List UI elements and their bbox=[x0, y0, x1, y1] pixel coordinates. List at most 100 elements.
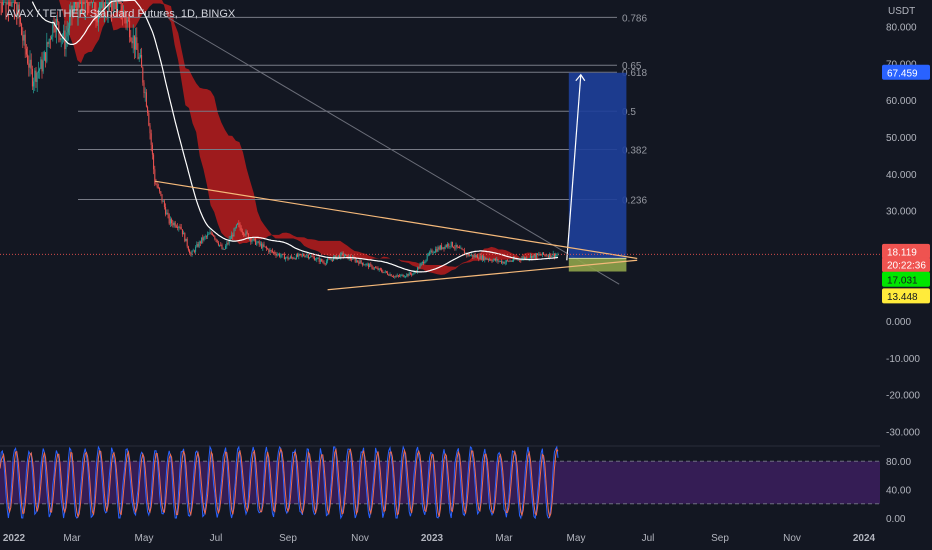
candle bbox=[24, 34, 26, 49]
candle bbox=[449, 246, 451, 247]
candle bbox=[72, 5, 74, 14]
candle bbox=[79, 2, 81, 4]
candle bbox=[288, 258, 290, 260]
candle bbox=[412, 273, 414, 275]
candle bbox=[431, 250, 433, 253]
candle bbox=[331, 259, 333, 261]
candle bbox=[9, 2, 11, 7]
time-tick-8: May bbox=[567, 533, 586, 544]
candle bbox=[96, 16, 98, 23]
candle bbox=[387, 272, 389, 275]
candle bbox=[507, 260, 509, 262]
candle bbox=[323, 261, 325, 264]
candle bbox=[18, 4, 20, 18]
candle bbox=[268, 249, 270, 253]
candle bbox=[142, 67, 144, 83]
upper-trendline[interactable] bbox=[154, 180, 638, 260]
candle bbox=[163, 201, 165, 207]
candle bbox=[459, 247, 461, 249]
candle bbox=[301, 254, 303, 256]
candle bbox=[394, 276, 396, 278]
price-tick-4: 40.000 bbox=[886, 170, 917, 181]
candle bbox=[499, 260, 501, 262]
candle bbox=[160, 191, 162, 195]
candle bbox=[419, 264, 421, 269]
candle bbox=[77, 2, 79, 26]
time-axis[interactable]: 2022 Mar May Jul Sep Nov 2023 Mar May Jul Sep Nov 20… bbox=[0, 526, 932, 550]
candle bbox=[157, 187, 159, 189]
target-arrow-head bbox=[575, 73, 586, 82]
candle bbox=[46, 42, 48, 62]
candle bbox=[543, 252, 545, 255]
candle bbox=[286, 256, 288, 258]
candle bbox=[342, 252, 344, 257]
time-tick-0: 2022 bbox=[3, 533, 26, 544]
candle bbox=[41, 59, 43, 72]
candle bbox=[47, 42, 49, 44]
candle bbox=[244, 234, 246, 236]
candle bbox=[385, 271, 387, 273]
candle bbox=[0, 2, 1, 3]
candle bbox=[376, 267, 378, 269]
price-label-1: 18.119 bbox=[887, 247, 917, 258]
candle bbox=[544, 254, 546, 256]
candle bbox=[117, 2, 119, 13]
candle bbox=[243, 232, 245, 235]
candle bbox=[292, 257, 294, 259]
candle bbox=[165, 206, 167, 215]
candle bbox=[309, 257, 311, 259]
candle bbox=[310, 256, 312, 258]
candle bbox=[227, 243, 229, 244]
time-tick-2: May bbox=[135, 533, 154, 544]
candle bbox=[169, 219, 171, 224]
candle bbox=[37, 70, 39, 73]
candle bbox=[187, 246, 189, 251]
candle bbox=[274, 252, 276, 255]
candle bbox=[492, 259, 494, 262]
candle bbox=[19, 17, 21, 24]
stoch-tick-0: 80.00 bbox=[886, 457, 911, 468]
candle bbox=[219, 244, 221, 246]
candle bbox=[289, 256, 291, 259]
target-zone[interactable] bbox=[568, 72, 627, 259]
triangle-trendlines[interactable] bbox=[0, 180, 880, 291]
candle bbox=[256, 242, 258, 245]
candle bbox=[402, 274, 404, 277]
long-position-tool[interactable] bbox=[566, 72, 627, 272]
candle bbox=[78, 2, 80, 8]
candle bbox=[453, 246, 455, 248]
candle bbox=[97, 10, 99, 23]
candle bbox=[417, 267, 419, 272]
candle bbox=[474, 255, 476, 257]
candle bbox=[532, 255, 534, 259]
candle bbox=[370, 264, 372, 266]
candle bbox=[147, 106, 149, 114]
candle bbox=[528, 258, 530, 260]
candle bbox=[429, 251, 431, 255]
fibonacci-levels[interactable]: 0.786 0.650.618 0.5 0.382 0.236 bbox=[78, 11, 647, 285]
candle bbox=[346, 254, 348, 256]
lower-trendline[interactable] bbox=[327, 259, 638, 291]
candle bbox=[304, 255, 306, 257]
price-label-bg-2 bbox=[882, 257, 930, 273]
candle bbox=[496, 259, 498, 261]
candle bbox=[257, 241, 259, 243]
candle bbox=[174, 222, 176, 227]
candle bbox=[23, 34, 25, 41]
candle bbox=[379, 268, 381, 270]
candle bbox=[1, 2, 3, 13]
candle bbox=[473, 255, 475, 257]
candle bbox=[358, 261, 360, 264]
candle bbox=[55, 19, 57, 33]
candle bbox=[129, 20, 131, 38]
candle bbox=[195, 246, 197, 252]
candlestick-series bbox=[0, 0, 559, 279]
candle bbox=[199, 241, 201, 244]
candle bbox=[233, 228, 235, 237]
time-tick-6: 2023 bbox=[421, 533, 444, 544]
stop-zone[interactable] bbox=[568, 258, 627, 272]
fib-trend-line[interactable] bbox=[158, 11, 620, 285]
candle bbox=[208, 233, 210, 235]
candle bbox=[456, 244, 458, 248]
